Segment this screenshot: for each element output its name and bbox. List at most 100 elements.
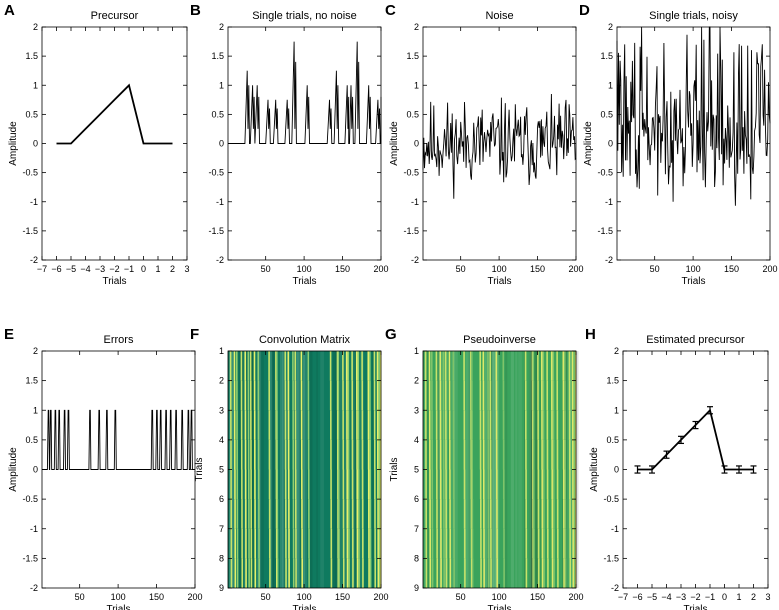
heatmap-stripe: [541, 558, 544, 588]
heatmap-stripe: [445, 469, 447, 500]
y-tick-label: 8: [219, 553, 224, 563]
heatmap-stripe: [568, 380, 571, 411]
heatmap-stripe: [551, 439, 553, 470]
heatmap-stripe: [546, 410, 549, 440]
y-tick-label: 9: [219, 583, 224, 593]
heatmap-stripe: [425, 499, 428, 529]
heatmap-stripe: [533, 558, 535, 588]
heatmap-stripe: [471, 528, 474, 559]
y-tick-label: -1: [216, 197, 224, 207]
heatmap-stripe: [564, 439, 566, 470]
heatmap-stripe: [572, 528, 574, 559]
heatmap-stripe: [337, 351, 340, 381]
y-tick-label: 1.5: [25, 51, 38, 61]
x-tick-label: 200: [568, 264, 583, 274]
heatmap-stripe: [551, 410, 553, 440]
y-tick-label: -2: [30, 255, 38, 265]
heatmap-stripe: [471, 558, 474, 588]
heatmap-stripe: [362, 528, 364, 559]
y-tick-label: -0.5: [208, 168, 224, 178]
heatmap-band: [269, 351, 273, 588]
heatmap-stripe: [564, 528, 567, 559]
x-tick-label: 2: [751, 592, 756, 602]
y-tick-label: 0.5: [25, 109, 38, 119]
heatmap-stripe: [268, 528, 271, 559]
x-tick-label: 100: [111, 592, 126, 602]
x-tick-label: −3: [95, 264, 105, 274]
y-tick-label: 0.5: [25, 435, 38, 445]
heatmap-stripe: [502, 380, 505, 411]
x-tick-label: −6: [51, 264, 61, 274]
heatmap-stripe: [292, 410, 294, 440]
heatmap-stripe: [369, 380, 371, 411]
heatmap-stripe: [569, 469, 571, 500]
heatmap-stripe: [546, 351, 548, 381]
heatmap-stripe: [346, 558, 349, 588]
heatmap-stripe: [436, 558, 439, 588]
heatmap-stripe: [471, 469, 474, 500]
heatmap-stripe: [482, 439, 485, 470]
heatmap-stripe: [532, 439, 535, 470]
heatmap-stripe: [552, 410, 555, 440]
heatmap-stripe: [295, 558, 297, 588]
heatmap-stripe: [425, 439, 427, 470]
heatmap-stripe: [234, 499, 236, 529]
x-tick-label: −4: [661, 592, 671, 602]
heatmap-stripe: [247, 410, 250, 440]
y-tick-label: 0.5: [406, 109, 419, 119]
heatmap-stripe: [258, 558, 260, 588]
heatmap-band: [298, 351, 303, 588]
heatmap-stripe: [487, 558, 490, 588]
heatmap-stripe: [571, 380, 574, 411]
heatmap-stripe: [556, 439, 559, 470]
heatmap-stripe: [295, 528, 297, 559]
y-tick-label: -0.5: [597, 168, 613, 178]
heatmap-stripe: [361, 469, 364, 500]
heatmap-stripe: [234, 528, 236, 559]
heatmap-stripe: [247, 469, 250, 500]
heatmap-stripe: [490, 558, 492, 588]
heatmap-stripe: [292, 469, 295, 500]
y-tick-label: -1.5: [22, 553, 38, 563]
heatmap-stripe: [532, 380, 535, 411]
heatmap-stripe: [571, 410, 574, 440]
heatmap-stripe: [369, 528, 372, 559]
heatmap-stripe: [284, 351, 287, 381]
x-tick-label: 3: [184, 264, 189, 274]
y-tick-label: 1.5: [406, 51, 419, 61]
heatmap-stripe: [276, 558, 279, 588]
heatmap-stripe: [301, 528, 303, 559]
heatmap-stripe: [496, 528, 498, 559]
heatmap-stripe: [348, 528, 350, 559]
heatmap-stripe: [482, 351, 485, 381]
heatmap-stripe: [244, 380, 247, 411]
heatmap-stripe: [356, 558, 359, 588]
heatmap-stripe: [378, 380, 380, 411]
heatmap-stripe: [547, 528, 549, 559]
y-tick-label: -1: [30, 197, 38, 207]
heatmap-stripe: [562, 469, 565, 500]
heatmap-stripe: [429, 499, 431, 529]
heatmap-stripe: [445, 499, 448, 529]
heatmap-stripe: [244, 469, 247, 500]
y-tick-label: 2: [614, 346, 619, 356]
x-tick-label: 100: [297, 264, 312, 274]
heatmap-stripe: [292, 558, 295, 588]
x-tick-label: 150: [335, 592, 350, 602]
x-tick-label: 150: [530, 592, 545, 602]
heatmap-stripe: [537, 469, 540, 500]
x-tick-label: 50: [456, 264, 466, 274]
heatmap-band: [272, 351, 277, 588]
heatmap-stripe: [337, 469, 340, 500]
x-axis-label: Trials: [292, 604, 316, 610]
heatmap-band: [353, 351, 356, 588]
heatmap-stripe: [453, 499, 455, 529]
heatmap-stripe: [479, 351, 482, 381]
heatmap-stripe: [546, 380, 549, 411]
heatmap-stripe: [284, 380, 287, 411]
heatmap-band: [505, 351, 508, 588]
heatmap-stripe: [346, 469, 349, 500]
x-tick-label: 150: [335, 264, 350, 274]
heatmap-stripe: [487, 410, 489, 440]
heatmap-band: [238, 351, 244, 588]
